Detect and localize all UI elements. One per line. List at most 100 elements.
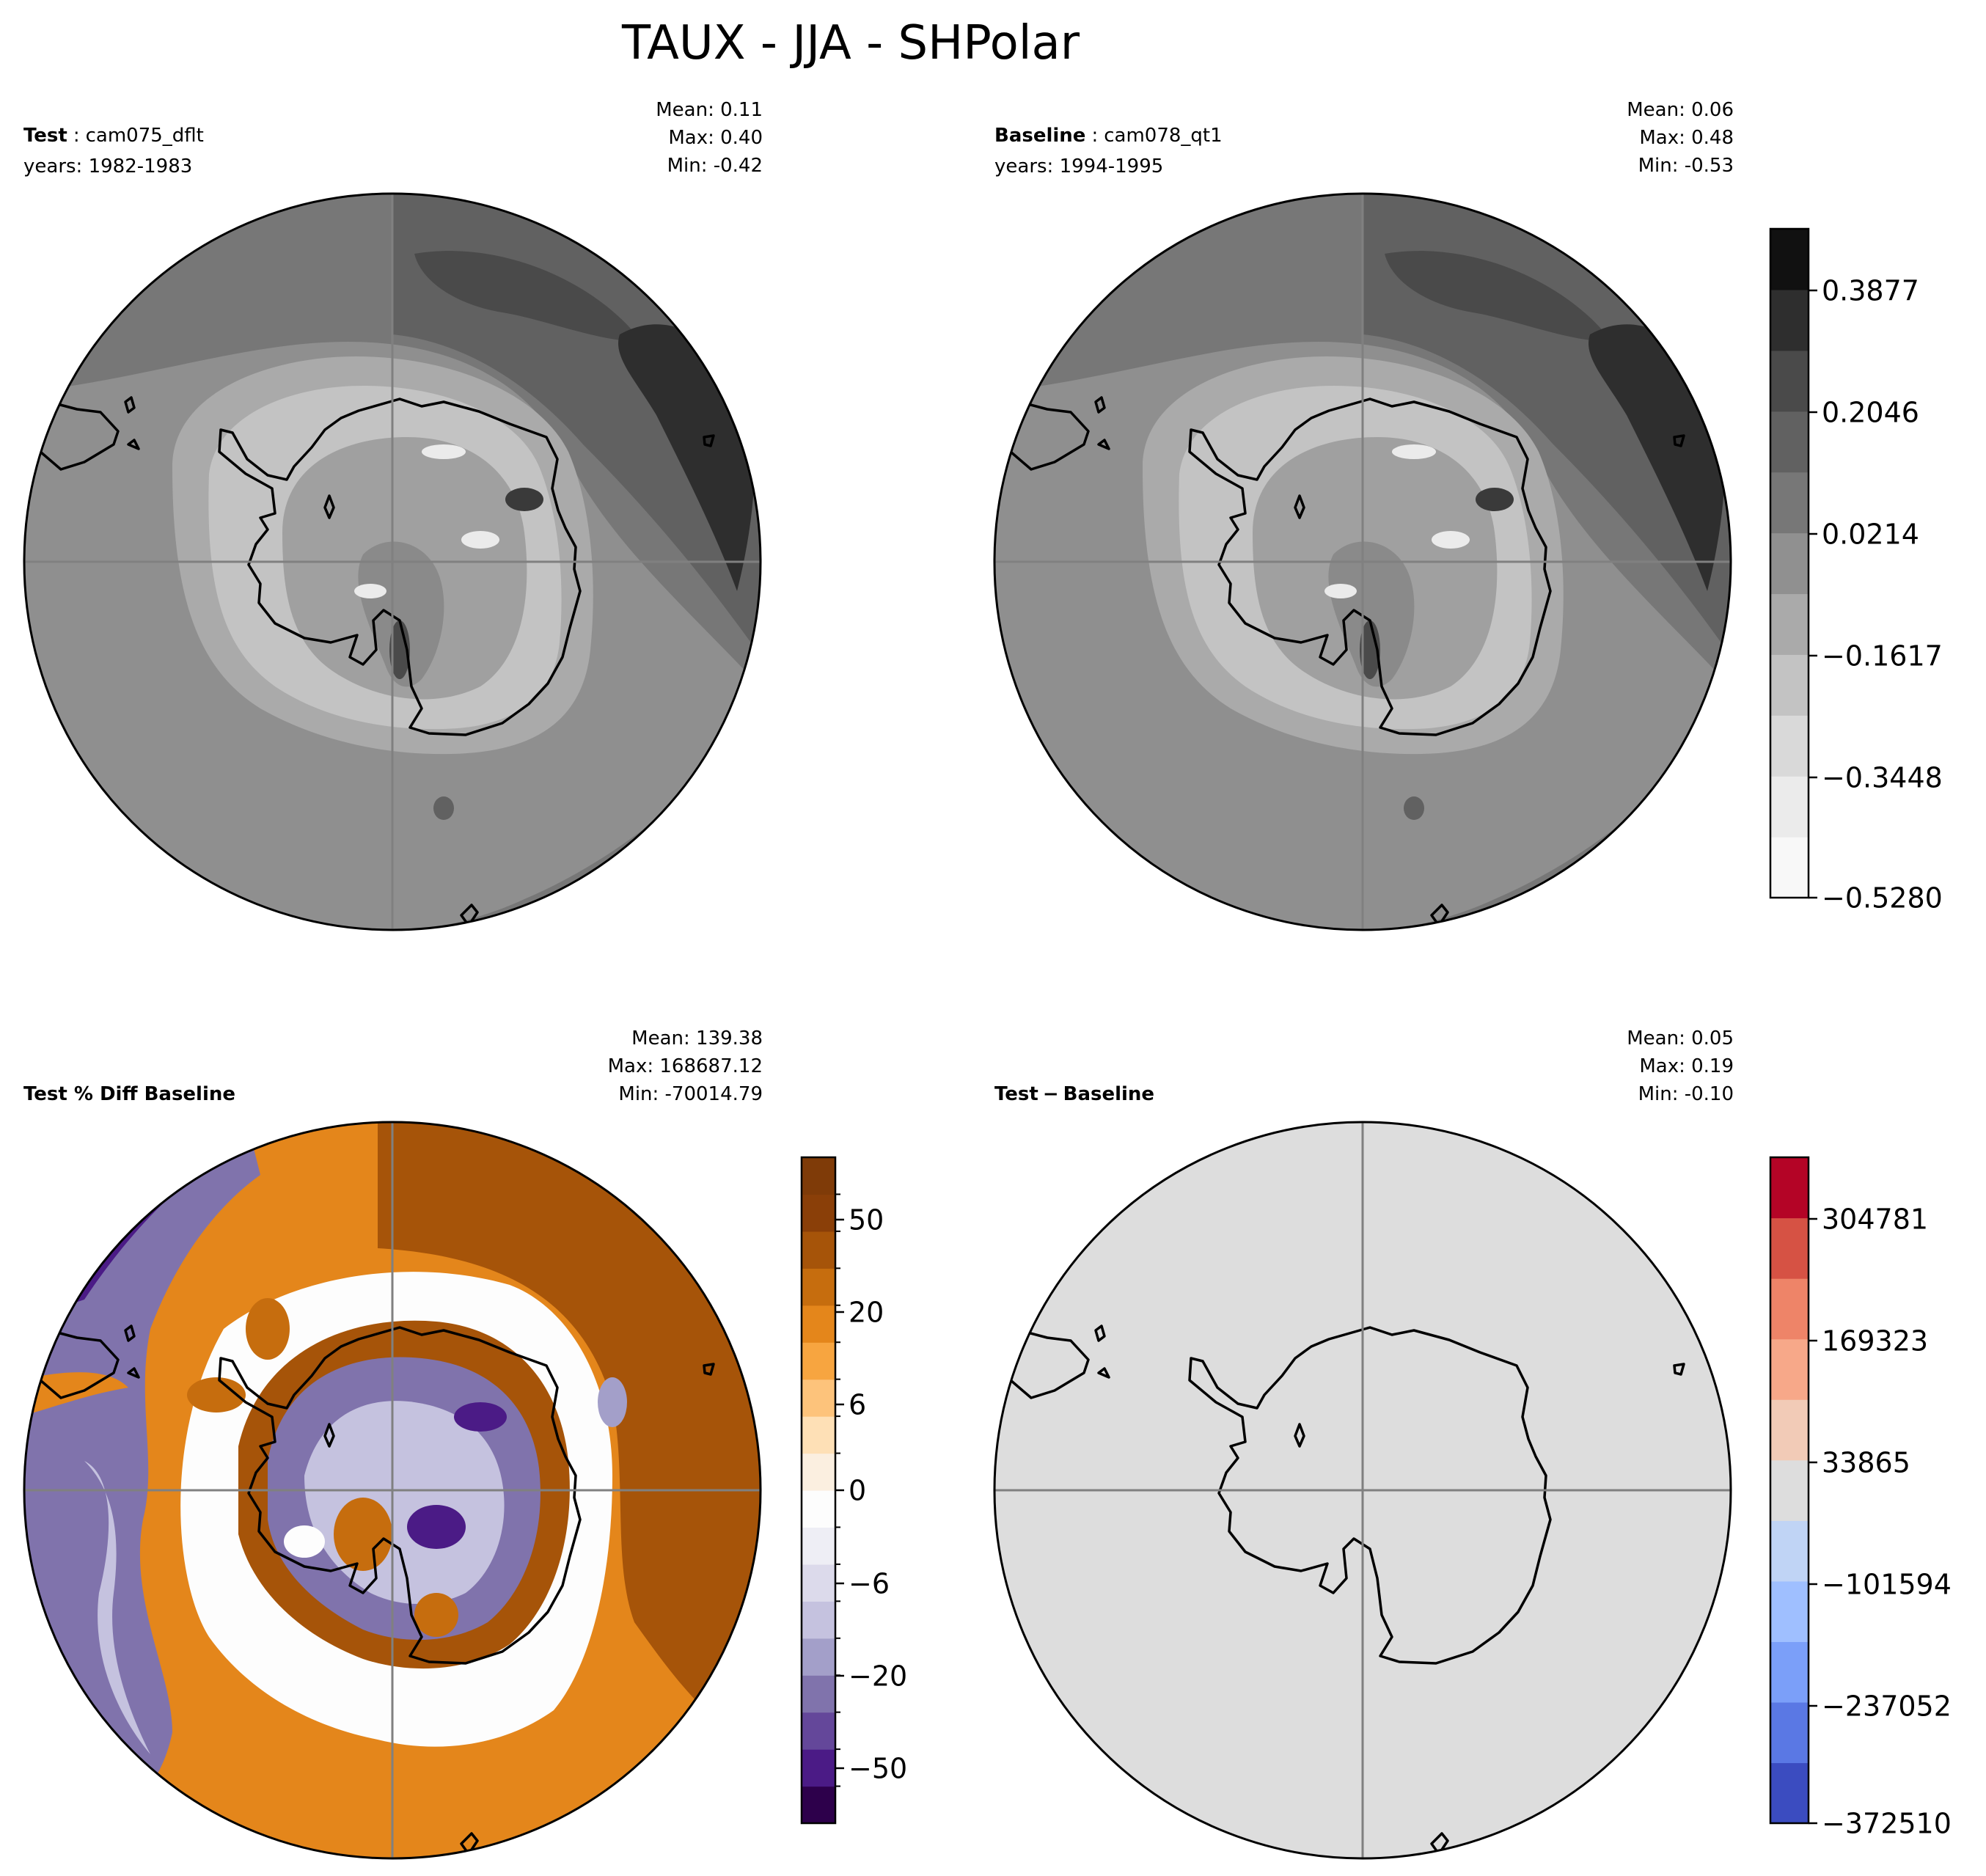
panel-diff-label: Test − Baseline (994, 1083, 1154, 1105)
colorbar-diff-tick-label: 304781 (1822, 1203, 1928, 1236)
colorbar-gray-tick-label: 0.0214 (1822, 519, 1919, 551)
colorbar-pct-diff-tick-label: −20 (849, 1660, 907, 1693)
panel-baseline-years: years: 1994-1995 (994, 155, 1163, 177)
map-baseline (994, 194, 1731, 930)
panel-pct-diff: Test % Diff Baseline Mean: 139.38 Max: 1… (23, 1027, 763, 1860)
colorbar-gray-cell (1770, 654, 1809, 716)
panel-baseline-max: Max: 0.48 (1639, 127, 1734, 149)
panel-test-label-bold: Test (23, 125, 67, 147)
colorbar-pct-diff-cell (802, 1564, 835, 1602)
colorbar-gray-frame (1769, 227, 1810, 899)
colorbar-diff-cell (1770, 1278, 1809, 1340)
panel-baseline-min: Min: -0.53 (1638, 155, 1734, 177)
colorbar-diff-cell (1770, 1762, 1809, 1824)
map-diff-boundary (993, 1121, 1732, 1860)
colorbar-gray-cell (1770, 837, 1809, 898)
colorbar-diff-tick-label: −372510 (1822, 1808, 1952, 1840)
colorbar-pct-diff-cell (802, 1305, 835, 1343)
panel-pct-diff-min: Min: -70014.79 (618, 1083, 763, 1105)
colorbar-diff-cells (1770, 1157, 1809, 1824)
colorbar-gray-tick-label: −0.5280 (1822, 882, 1943, 915)
panel-test-min: Min: -0.42 (667, 155, 763, 177)
colorbar-pct-diff-cell (802, 1675, 835, 1713)
panel-test-case: cam075_dflt (86, 125, 204, 147)
colorbar-pct-diff-cell (802, 1268, 835, 1306)
colorbar-gray-cells (1770, 229, 1809, 898)
map-pct-diff-boundary (23, 1121, 762, 1860)
panel-baseline-label: Baseline: cam078_qt1 (994, 125, 1223, 147)
colorbar-pct-diff-tick-label: 6 (849, 1389, 866, 1421)
colorbar-gray-tick-label: −0.3448 (1822, 762, 1943, 794)
colorbar-pct-diff-tick-label: −50 (849, 1753, 907, 1785)
colorbar-diff-cell (1770, 1459, 1809, 1521)
colorbar-gray-ticks: 0.3877 0.2046 0.0214 −0.1617 −0.3448 −0.5280 (1809, 275, 1943, 915)
colorbar-gray-cell (1770, 593, 1809, 655)
colorbar-pct-diff-tick-label: 50 (849, 1204, 884, 1236)
colorbar-gray-tick-label: 0.2046 (1822, 397, 1919, 429)
colorbar-pct-diff: 50 20 6 0 −6 −20 −50 (800, 1156, 907, 1825)
colorbar-pct-diff-cell (802, 1231, 835, 1269)
panel-test: Test: cam075_dflt years: 1982-1983 Mean: … (23, 99, 763, 931)
colorbar-diff-cell (1770, 1157, 1809, 1219)
panel-test-label: Test: cam075_dflt (23, 125, 204, 147)
panel-pct-diff-mean: Mean: 139.38 (631, 1027, 763, 1049)
colorbar-pct-diff-cells (802, 1157, 835, 1824)
colorbar-diff: 304781 169323 33865 −101594 −237052 −372510 (1769, 1156, 1952, 1840)
colorbar-gray-tick-label: 0.3877 (1822, 275, 1919, 307)
colorbar-pct-diff-ticks: 50 20 6 0 −6 −20 −50 (835, 1193, 907, 1787)
panel-diff-min: Min: -0.10 (1638, 1083, 1734, 1105)
colorbar-diff-cell (1770, 1399, 1809, 1461)
colorbar-pct-diff-cell (802, 1786, 835, 1824)
colorbar-diff-ticks: 304781 169323 33865 −101594 −237052 −372510 (1809, 1203, 1952, 1840)
colorbar-pct-diff-tick-label: 0 (849, 1475, 866, 1507)
colorbar-diff-tick-label: 33865 (1822, 1447, 1910, 1479)
panel-pct-diff-label: Test % Diff Baseline (23, 1083, 235, 1105)
colorbar-pct-diff-cell (802, 1712, 835, 1750)
colorbar-pct-diff-cell (802, 1342, 835, 1380)
panel-baseline-case: cam078_qt1 (1104, 125, 1222, 147)
colorbar-diff-cell (1770, 1217, 1809, 1279)
figure-title: TAUX - JJA - SHPolar (621, 16, 1080, 70)
colorbar-pct-diff-cell (802, 1416, 835, 1454)
panel-diff: Test − Baseline Mean: 0.05 Max: 0.19 Min: … (993, 1027, 1734, 1860)
colorbar-diff-tick-label: −237052 (1822, 1690, 1952, 1723)
colorbar-pct-diff-cell (802, 1490, 835, 1528)
colorbar-diff-tick-label: −101594 (1822, 1569, 1952, 1601)
colorbar-gray: 0.3877 0.2046 0.0214 −0.1617 −0.3448 −0.5280 (1769, 227, 1943, 915)
panel-diff-label-test: Test (994, 1083, 1038, 1105)
colorbar-diff-cell (1770, 1520, 1809, 1582)
panel-baseline-colon: : (1091, 125, 1098, 147)
colorbar-pct-diff-cell (802, 1749, 835, 1787)
map-test-boundary (23, 192, 762, 931)
colorbar-gray-cell (1770, 350, 1809, 412)
colorbar-pct-diff-cell (802, 1194, 835, 1232)
map-pct-diff (24, 1122, 761, 1858)
panel-diff-mean: Mean: 0.05 (1627, 1027, 1734, 1049)
colorbar-gray-cell (1770, 229, 1809, 290)
colorbar-diff-tick-label: 169323 (1822, 1325, 1928, 1357)
colorbar-diff-cell (1770, 1641, 1809, 1703)
colorbar-diff-cell (1770, 1338, 1809, 1400)
panel-test-max: Max: 0.40 (668, 127, 763, 149)
colorbar-gray-cell (1770, 411, 1809, 473)
map-diff (994, 1122, 1731, 1858)
colorbar-pct-diff-tick-label: −6 (849, 1568, 890, 1600)
colorbar-pct-diff-cell (802, 1379, 835, 1417)
panel-baseline-label-bold: Baseline (994, 125, 1085, 147)
colorbar-gray-tick-label: −0.1617 (1822, 640, 1943, 673)
panel-test-mean: Mean: 0.11 (656, 99, 763, 121)
colorbar-diff-frame (1769, 1156, 1810, 1825)
colorbar-diff-cell (1770, 1701, 1809, 1764)
colorbar-pct-diff-cell (802, 1638, 835, 1676)
map-baseline-boundary (993, 192, 1732, 931)
panel-pct-diff-max: Max: 168687.12 (608, 1055, 763, 1077)
panel-test-colon: : (73, 125, 80, 147)
colorbar-pct-diff-cell (802, 1601, 835, 1639)
colorbar-gray-cell (1770, 472, 1809, 534)
panel-baseline-mean: Mean: 0.06 (1627, 99, 1734, 121)
colorbar-gray-cell (1770, 289, 1809, 351)
panel-baseline: Baseline: cam078_qt1 years: 1994-1995 Mea… (993, 99, 1734, 931)
colorbar-gray-cell (1770, 715, 1809, 777)
colorbar-gray-cell (1770, 532, 1809, 595)
